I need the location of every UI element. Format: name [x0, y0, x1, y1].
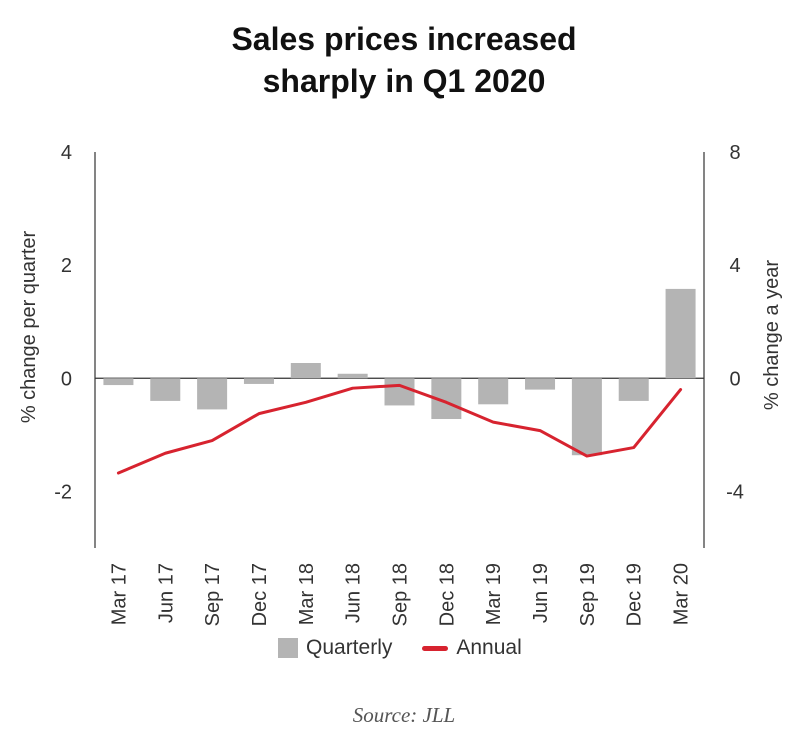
x-tick-label: Mar 19	[483, 563, 505, 625]
chart-title-line-1: Sales prices increased	[231, 21, 577, 57]
x-tick-label: Mar 17	[108, 563, 130, 625]
bar-quarterly	[290, 363, 321, 379]
right-tick-label: -4	[726, 481, 744, 503]
bar-quarterly	[384, 378, 415, 406]
right-axis-title: % change a year	[761, 260, 783, 410]
bar-quarterly	[197, 378, 228, 410]
x-tick-label: Sep 18	[390, 563, 412, 626]
x-tick-label: Mar 18	[296, 563, 318, 625]
right-tick-label: 0	[729, 368, 740, 390]
chart-legend: Quarterly Annual	[278, 636, 522, 660]
x-tick-label: Jun 18	[343, 563, 365, 623]
x-tick-label: Jun 17	[155, 563, 177, 623]
x-tick-label: Dec 19	[624, 563, 646, 626]
left-tick-label: -2	[54, 481, 72, 503]
legend-quarterly-label: Quarterly	[306, 636, 393, 659]
right-tick-label: 4	[729, 255, 740, 277]
left-tick-label: 0	[61, 368, 72, 390]
bar-quarterly	[525, 378, 556, 390]
x-tick-label: Sep 17	[202, 563, 224, 626]
legend-quarterly-swatch	[278, 638, 298, 658]
x-tick-label: Dec 17	[249, 563, 271, 626]
bar-quarterly	[103, 378, 134, 386]
chart-title-line-2: sharply in Q1 2020	[262, 63, 546, 99]
chart-title: Sales prices increased sharply in Q1 202…	[0, 18, 808, 102]
bar-quarterly	[571, 378, 602, 456]
x-tick-label: Sep 19	[577, 563, 599, 626]
x-tick-label: Jun 19	[530, 563, 552, 623]
x-tick-label: Dec 18	[436, 563, 458, 626]
x-tick-label: Mar 20	[671, 563, 693, 625]
bar-quarterly	[150, 378, 181, 401]
left-axis-title: % change per quarter	[18, 230, 40, 423]
left-tick-label: 2	[61, 255, 72, 277]
bar-quarterly	[665, 288, 696, 379]
left-tick-label: 4	[61, 142, 72, 164]
bar-quarterly	[337, 373, 368, 379]
source-note: Source: JLL	[352, 703, 456, 727]
bar-quarterly	[243, 378, 274, 384]
bar-quarterly	[478, 378, 509, 405]
right-tick-label: 8	[729, 142, 740, 164]
legend-annual-label: Annual	[456, 636, 522, 659]
legend-annual-swatch	[422, 645, 449, 651]
bar-quarterly	[618, 378, 649, 401]
